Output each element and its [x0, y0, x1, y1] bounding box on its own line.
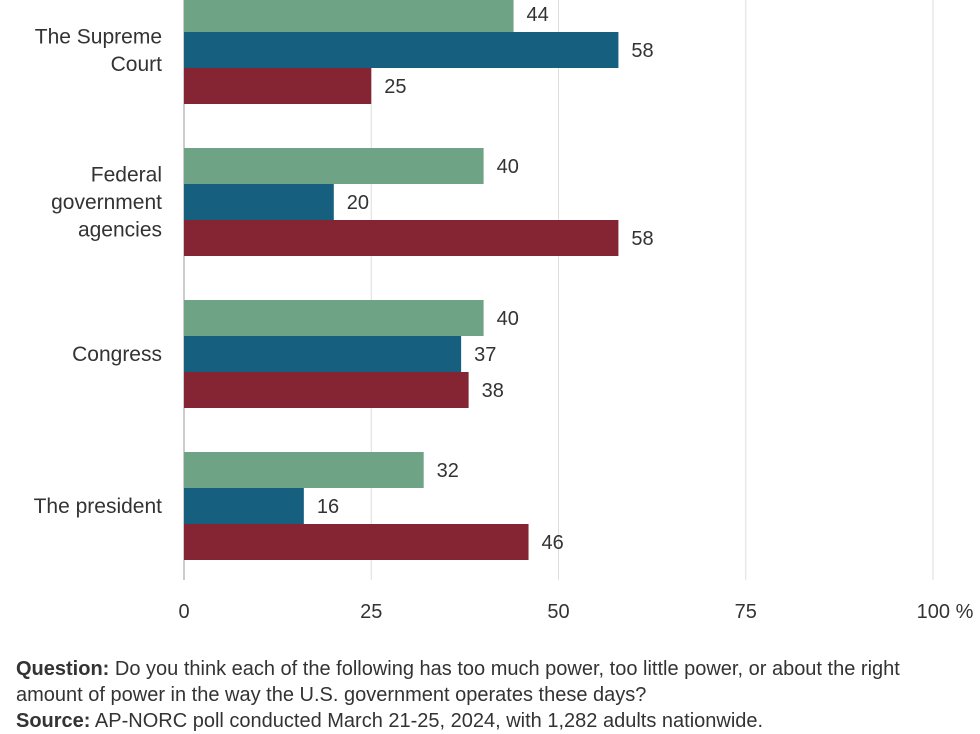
bar — [184, 336, 462, 372]
question-text: Do you think each of the following has t… — [16, 658, 900, 706]
x-tick-label: 50 — [547, 601, 569, 623]
x-tick-label: 25 — [360, 601, 382, 623]
source-note: Source: AP-NORC poll conducted March 21-… — [16, 708, 966, 734]
bar-value-label: 25 — [384, 76, 406, 98]
bar — [184, 372, 469, 408]
bar-value-label: 58 — [631, 40, 653, 62]
x-tick-label: 100 % — [917, 601, 974, 623]
bar-value-label: 37 — [474, 344, 496, 366]
bar-value-label: 20 — [347, 192, 369, 214]
category-label-line: agencies — [78, 219, 162, 242]
bar — [184, 220, 619, 256]
bar — [184, 148, 484, 184]
category-label-line: The president — [34, 495, 163, 518]
category-label-line: Court — [111, 53, 163, 76]
bar — [184, 32, 619, 68]
question-label: Question: — [16, 658, 110, 680]
question-note: Question: Do you think each of the follo… — [16, 656, 966, 708]
bar — [184, 184, 334, 220]
bar-value-label: 44 — [527, 4, 549, 26]
chart-footer: Question: Do you think each of the follo… — [16, 656, 966, 734]
bar-value-label: 16 — [317, 496, 339, 518]
bar-value-label: 40 — [497, 308, 519, 330]
bar — [184, 524, 529, 560]
bars — [184, 0, 619, 560]
bar-value-label: 58 — [631, 228, 653, 250]
bar-value-label: 32 — [437, 460, 459, 482]
bar-value-label: 38 — [482, 380, 504, 402]
category-label: The Supreme Court — [35, 25, 162, 76]
x-axis-ticks: 0 25 50 75 100 % — [178, 601, 973, 623]
bar — [184, 0, 514, 32]
x-tick-label: 0 — [178, 601, 189, 623]
bar-value-label: 40 — [497, 156, 519, 178]
source-text: AP-NORC poll conducted March 21-25, 2024… — [90, 710, 764, 732]
source-label: Source: — [16, 710, 91, 732]
category-label: Congress — [72, 343, 162, 366]
bar — [184, 452, 424, 488]
bar-value-label: 46 — [542, 532, 564, 554]
bar — [184, 68, 372, 104]
category-label: The president — [34, 495, 163, 518]
bar — [184, 488, 304, 524]
bar — [184, 300, 484, 336]
category-label-line: government — [51, 191, 162, 214]
category-label-line: The Supreme — [35, 25, 162, 48]
x-tick-label: 75 — [735, 601, 757, 623]
category-label-line: Federal — [91, 164, 162, 187]
category-labels: The Supreme Court Federal government agencie… — [34, 25, 163, 518]
category-label-line: Congress — [72, 343, 162, 366]
category-label: Federal government agencies — [51, 164, 162, 242]
